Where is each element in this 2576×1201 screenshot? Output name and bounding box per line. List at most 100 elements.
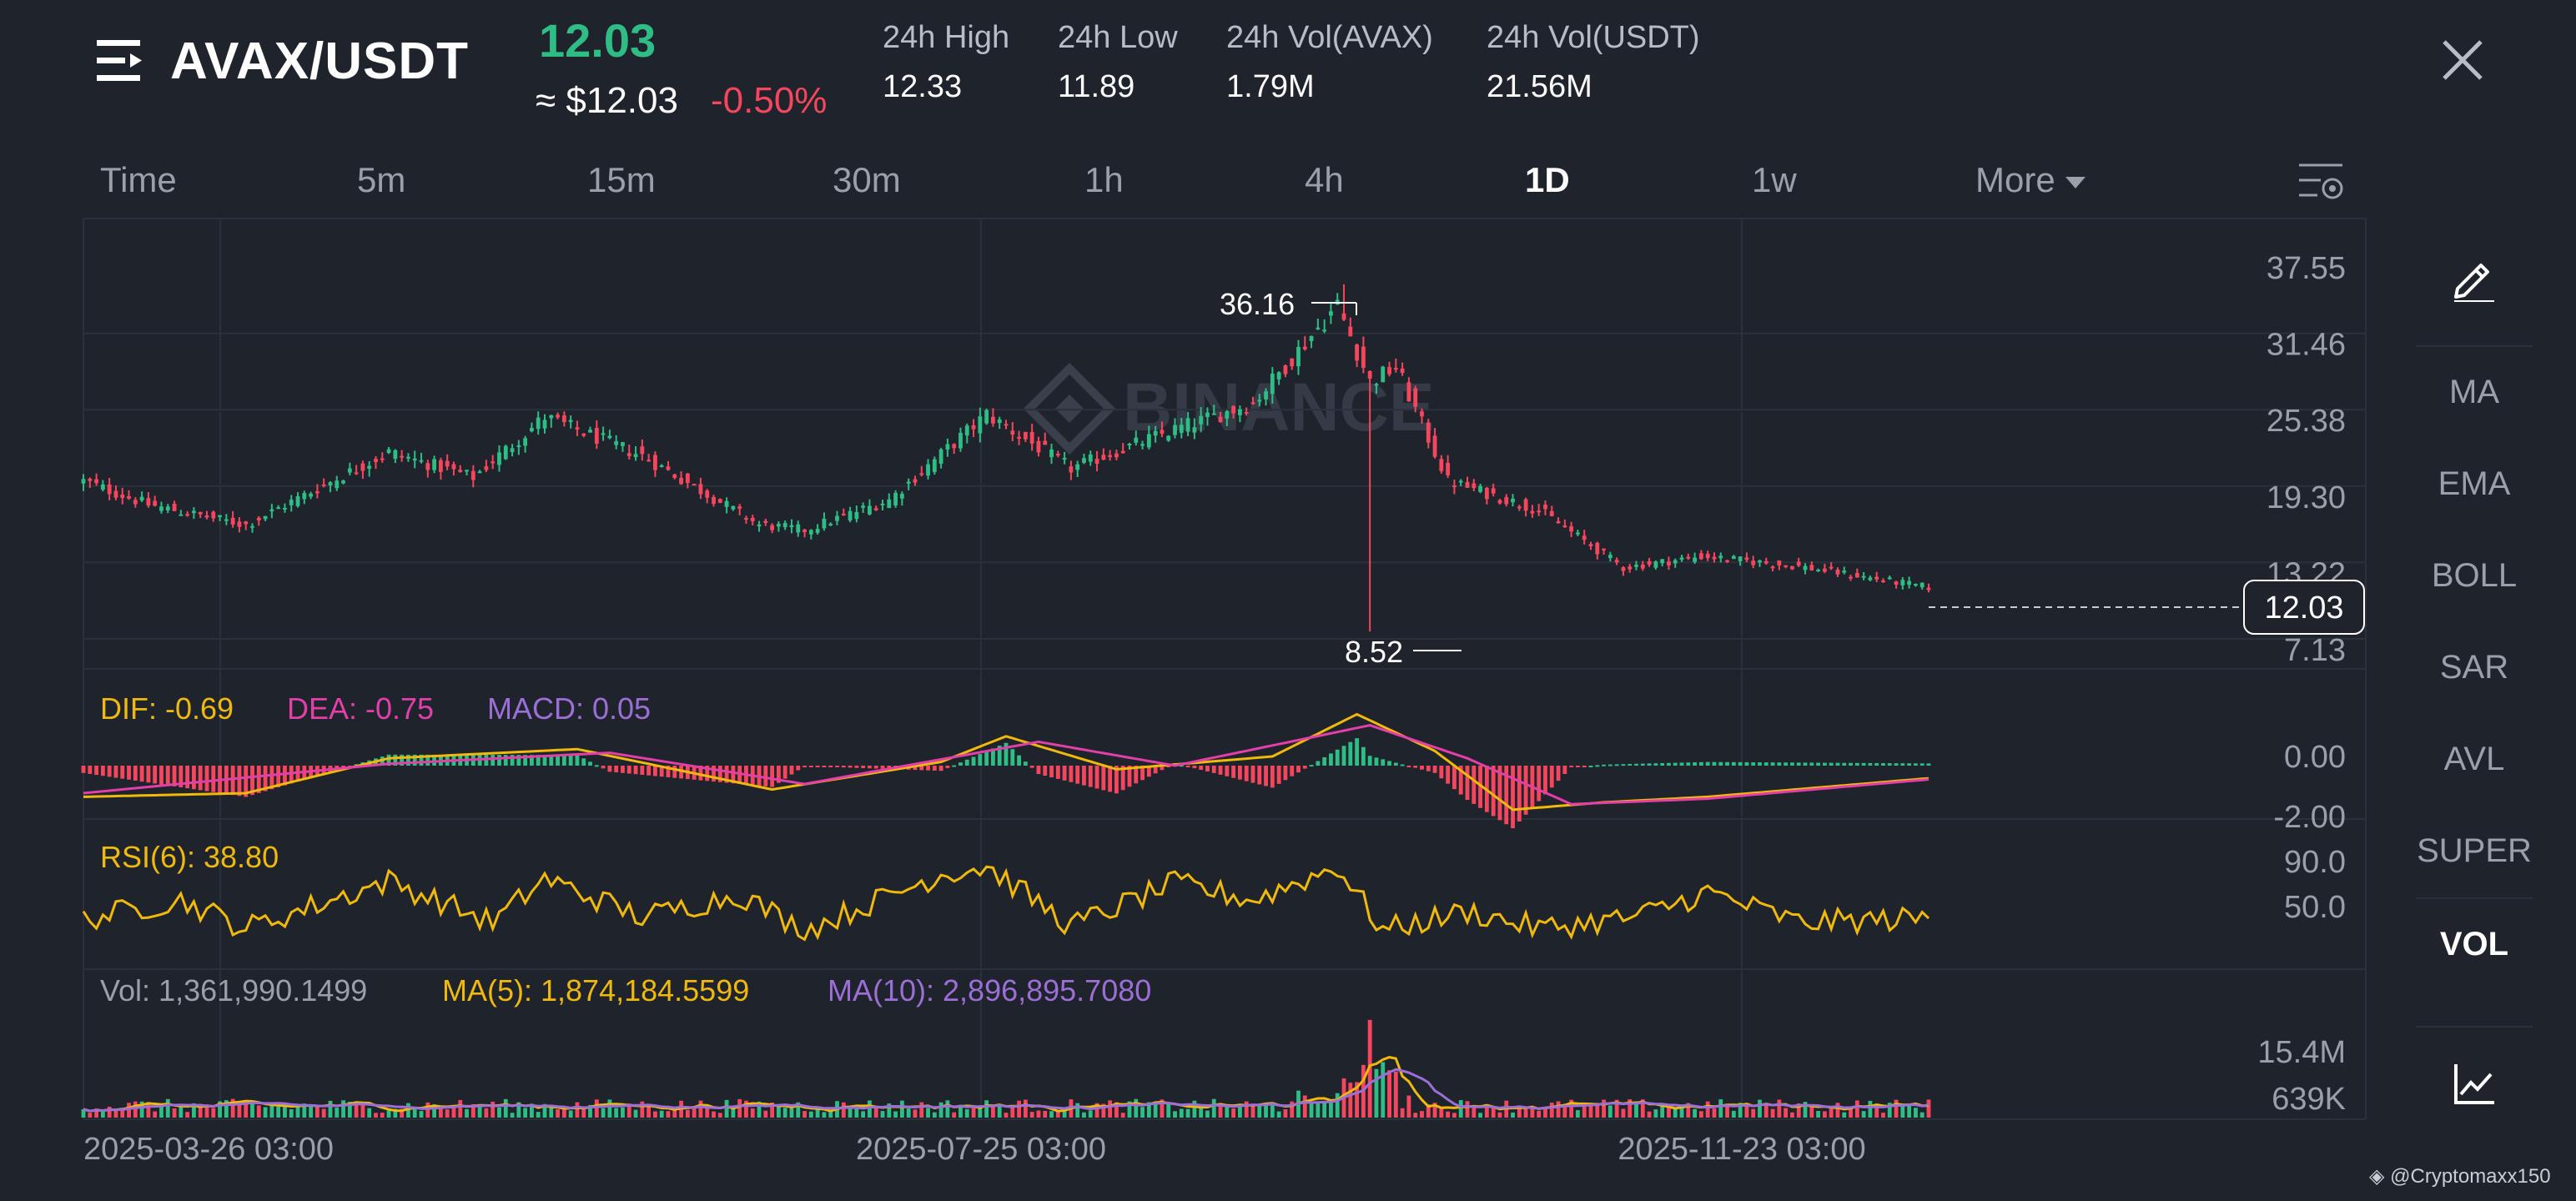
volume-pane: 15.4M 639K xyxy=(81,1019,2346,1118)
stat-label: 24h High xyxy=(883,20,1010,55)
candle-body xyxy=(705,490,710,498)
candle-body xyxy=(1842,570,1847,573)
macd-histogram-bar xyxy=(1718,761,1723,766)
volume-bar xyxy=(1861,1111,1866,1118)
volume-bar xyxy=(1355,1082,1360,1118)
volume-bar xyxy=(1257,1103,1262,1118)
tab-30m[interactable]: 30m xyxy=(833,160,901,199)
volume-bar xyxy=(1647,1111,1652,1118)
time-tick-label: 2025-07-25 03:00 xyxy=(856,1132,1106,1167)
volume-bar xyxy=(1276,1111,1281,1118)
volume-bar xyxy=(1316,1101,1321,1118)
candle-body xyxy=(744,518,748,520)
tab-more[interactable]: More xyxy=(1975,160,2085,200)
macd-histogram-bar xyxy=(1406,766,1411,767)
draw-tool-icon[interactable] xyxy=(2451,255,2498,302)
macd-histogram-bar xyxy=(1088,766,1093,787)
macd-histogram-bar xyxy=(835,766,839,767)
volume-bar xyxy=(1790,1112,1794,1118)
macd-histogram-bar xyxy=(230,766,235,796)
rsi-legend: RSI(6): 38.80 xyxy=(100,840,279,874)
chart-settings-icon[interactable] xyxy=(2296,158,2346,205)
macd-histogram-bar xyxy=(406,754,410,766)
tab-15m[interactable]: 15m xyxy=(587,160,656,199)
line-chart-icon[interactable] xyxy=(2451,1061,2498,1108)
candle-body xyxy=(179,514,184,516)
macd-histogram-bar xyxy=(1244,766,1249,781)
tab-1w[interactable]: 1w xyxy=(1752,160,1797,199)
macd-histogram-bar xyxy=(1166,766,1171,767)
tab-5m[interactable]: 5m xyxy=(357,160,406,199)
indicator-avl[interactable]: AVL xyxy=(2443,741,2505,777)
tab-1h[interactable]: 1h xyxy=(1084,160,1124,199)
close-icon[interactable] xyxy=(2439,37,2486,83)
menu-icon[interactable] xyxy=(93,33,148,88)
candle-body xyxy=(1874,576,1879,580)
candle-body xyxy=(1537,510,1542,513)
macd-histogram-bar xyxy=(1914,763,1918,766)
macd-histogram-bar xyxy=(510,755,515,766)
candle-body xyxy=(594,427,599,444)
macd-histogram-bar xyxy=(1686,762,1691,766)
volume-bar xyxy=(1517,1105,1522,1118)
candle-body xyxy=(1322,329,1327,332)
indicator-sar[interactable]: SAR xyxy=(2439,649,2509,686)
volume-bar xyxy=(1575,1110,1580,1118)
candle-body xyxy=(1751,560,1756,565)
volume-bar xyxy=(224,1100,229,1118)
indicator-vol[interactable]: VOL xyxy=(2439,926,2509,962)
candle-body xyxy=(393,450,398,460)
macd-histogram-bar xyxy=(484,755,489,766)
candle-body xyxy=(172,504,177,511)
candle-body xyxy=(1393,368,1398,370)
volume-bar xyxy=(1205,1110,1210,1118)
tab-time[interactable]: Time xyxy=(100,160,177,199)
candle-body xyxy=(1276,372,1281,379)
candle-body xyxy=(626,453,631,456)
macd-histogram-bar xyxy=(1751,761,1756,766)
volume-bar xyxy=(1607,1105,1613,1118)
time-axis: 2025-03-26 03:00 2025-07-25 03:00 2025-11-… xyxy=(83,1132,1866,1167)
indicator-ema[interactable]: EMA xyxy=(2438,465,2511,502)
volume-bar xyxy=(1049,1111,1054,1118)
tab-4h[interactable]: 4h xyxy=(1305,160,1344,199)
candle-body xyxy=(1199,415,1204,425)
indicator-boll[interactable]: BOLL xyxy=(2431,557,2518,594)
volume-bar xyxy=(295,1105,300,1118)
macd-histogram-bar xyxy=(964,759,969,766)
macd-histogram-bar xyxy=(81,766,86,773)
volume-bar xyxy=(1199,1106,1204,1118)
current-price-label: 12.03 xyxy=(2264,590,2343,626)
indicator-super[interactable]: SUPER xyxy=(2417,832,2532,869)
candle-body xyxy=(1134,437,1139,443)
pair-title[interactable]: AVAX/USDT xyxy=(170,33,470,90)
volume-bar xyxy=(477,1105,482,1118)
volume-bar xyxy=(588,1104,592,1118)
macd-histogram-bar xyxy=(263,766,268,791)
macd-histogram-bar xyxy=(1140,766,1145,781)
volume-bar xyxy=(120,1109,125,1118)
candle-body xyxy=(1504,497,1509,505)
macd-histogram-bar xyxy=(1628,763,1633,766)
volume-bar xyxy=(1673,1107,1678,1118)
volume-bar xyxy=(1887,1103,1892,1118)
volume-bar xyxy=(1381,1062,1386,1118)
volume-bar xyxy=(309,1104,314,1118)
tab-1d[interactable]: 1D xyxy=(1525,160,1570,199)
macd-histogram-bar xyxy=(945,766,950,768)
candle-body xyxy=(335,480,340,489)
macd-histogram-bar xyxy=(789,766,794,775)
candle-body xyxy=(1302,346,1307,349)
candle-body xyxy=(938,449,943,465)
candle-body xyxy=(1822,568,1827,572)
macd-histogram-bar xyxy=(1283,766,1288,781)
volume-bar xyxy=(802,1111,807,1118)
indicator-ma[interactable]: MA xyxy=(2449,374,2499,410)
volume-bar xyxy=(1374,1068,1379,1118)
macd-histogram-bar xyxy=(640,766,645,775)
candle-body xyxy=(367,465,372,470)
volume-bar xyxy=(536,1112,541,1118)
volume-bar xyxy=(1108,1100,1113,1118)
macd-histogram-bar xyxy=(1829,762,1834,766)
